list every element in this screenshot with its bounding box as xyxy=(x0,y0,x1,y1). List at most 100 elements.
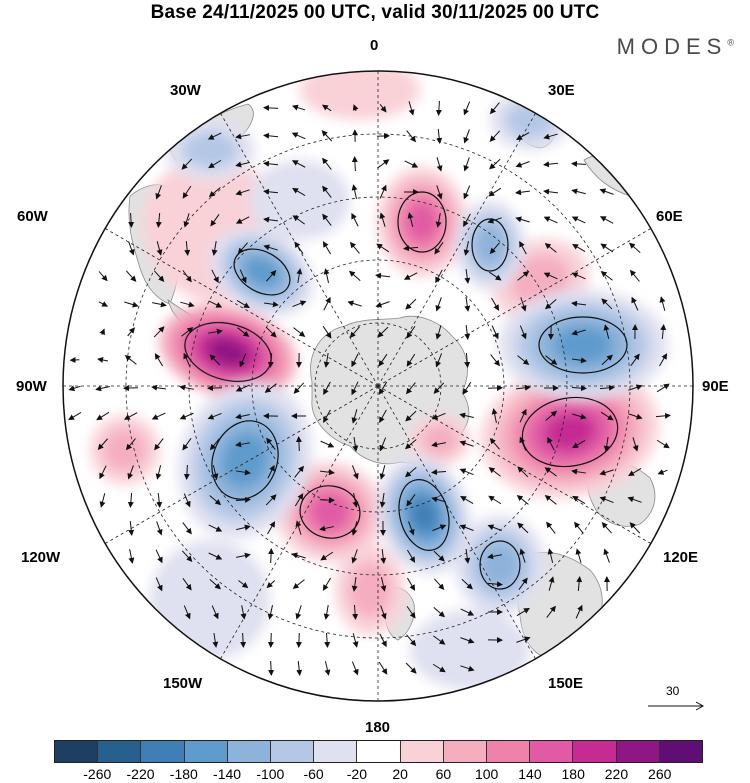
wind-arrow xyxy=(235,413,250,420)
wind-arrow xyxy=(267,521,276,535)
wind-arrow xyxy=(128,520,135,536)
lon-label-180: 180 xyxy=(365,719,391,736)
colorbar-cell xyxy=(55,741,99,762)
lon-label-150w: 150W xyxy=(163,675,203,692)
wind-arrow xyxy=(266,437,276,450)
wind-arrow xyxy=(351,381,359,396)
wind-arrow xyxy=(266,580,276,589)
wind-arrow xyxy=(603,324,610,339)
wind-arrow xyxy=(295,605,302,620)
wind-arrow xyxy=(519,240,527,255)
wind-arrow xyxy=(378,381,388,395)
wind-arrow xyxy=(179,384,194,391)
lon-label-60e: 60E xyxy=(656,208,683,225)
anomaly-shade xyxy=(300,71,420,120)
wind-arrow xyxy=(491,408,498,423)
wind-arrow xyxy=(576,576,583,592)
wind-arrow xyxy=(267,464,275,479)
wind-arrow xyxy=(99,328,105,336)
meridian-line xyxy=(377,385,651,544)
colorbar-cell xyxy=(616,741,660,762)
wind-arrow xyxy=(571,188,586,195)
wind-arrow xyxy=(515,161,530,168)
wind-arrow xyxy=(296,268,303,283)
lon-label-150e: 150E xyxy=(548,675,584,692)
colorbar-cell xyxy=(184,741,228,762)
wind-arrow xyxy=(352,104,359,112)
wind-arrow xyxy=(183,352,191,367)
wind-arrow xyxy=(123,412,138,420)
wind-arrow xyxy=(212,633,219,648)
wind-arrow xyxy=(603,548,610,563)
wind-arrow xyxy=(487,524,502,531)
wind-arrow xyxy=(655,412,671,419)
colorbar-tick-label: -220 xyxy=(126,766,155,782)
wind-arrow xyxy=(127,465,134,480)
wind-arrow xyxy=(543,216,558,224)
meridian-line xyxy=(105,228,379,387)
wind-arrow xyxy=(572,357,587,364)
wind-arrow xyxy=(324,661,331,676)
wind-arrow xyxy=(628,413,643,420)
wind-arrow xyxy=(460,637,475,644)
colorbar-cell xyxy=(443,741,488,762)
wind-arrow xyxy=(406,549,416,563)
meridian-line xyxy=(377,228,651,387)
wind-arrow xyxy=(519,408,527,423)
wind-arrow xyxy=(181,550,193,562)
wind-arrow xyxy=(207,132,222,140)
wind-arrow xyxy=(154,438,164,451)
wind-arrow xyxy=(181,327,194,337)
wind-arrow xyxy=(408,101,415,116)
wind-arrow xyxy=(182,185,192,199)
modes-logo: MODES® xyxy=(617,34,734,60)
wind-vectors xyxy=(68,100,671,676)
wind-arrow xyxy=(487,581,503,588)
wind-arrow xyxy=(459,412,474,419)
colorbar-tick-label: -60 xyxy=(303,766,324,782)
wind-arrow xyxy=(627,496,642,503)
reference-vector-label: 30 xyxy=(666,684,680,698)
colorbar-ticks: -260 -220 -180 -140 -100 -60 -20 20 60 100 140 180 2… xyxy=(0,766,750,783)
wind-arrow xyxy=(375,301,390,308)
wind-arrow xyxy=(292,579,305,589)
wind-arrow xyxy=(519,548,526,563)
wind-arrow xyxy=(544,299,557,310)
wind-arrow xyxy=(515,189,531,196)
wind-arrow xyxy=(208,328,223,335)
wind-arrow xyxy=(571,300,587,307)
wind-arrow xyxy=(547,548,554,563)
lon-label-0: 0 xyxy=(370,37,379,54)
wind-arrow xyxy=(324,632,331,648)
contour-line xyxy=(299,485,361,539)
anomaly-shade xyxy=(480,542,520,588)
colorbar-tick-label: -260 xyxy=(83,766,112,782)
wind-arrow xyxy=(98,301,109,307)
wind-arrow xyxy=(435,325,442,340)
anomaly-shade xyxy=(103,428,147,472)
wind-arrow xyxy=(431,496,446,503)
wind-arrow xyxy=(352,493,359,508)
wind-arrow xyxy=(235,384,250,392)
wind-arrow xyxy=(519,325,527,340)
wind-arrow xyxy=(574,521,584,534)
wind-arrow xyxy=(463,157,470,172)
wind-arrow xyxy=(95,385,110,392)
wind-arrow xyxy=(322,577,332,591)
wind-arrow xyxy=(431,441,446,448)
wind-arrow xyxy=(235,216,250,224)
wind-arrow xyxy=(184,240,191,256)
wind-arrow xyxy=(125,438,136,451)
wind-arrow xyxy=(99,493,106,508)
wind-arrow xyxy=(235,133,250,140)
wind-arrow xyxy=(572,495,586,504)
wind-arrow xyxy=(291,160,306,168)
colorbar-tick-label: 100 xyxy=(474,766,499,782)
wind-arrow xyxy=(571,216,586,224)
anomaly-shade xyxy=(410,498,438,532)
wind-arrow xyxy=(459,524,474,531)
wind-arrow xyxy=(489,130,501,142)
wind-arrow xyxy=(408,521,415,536)
wind-arrow xyxy=(599,384,615,391)
wind-arrow xyxy=(351,549,358,564)
